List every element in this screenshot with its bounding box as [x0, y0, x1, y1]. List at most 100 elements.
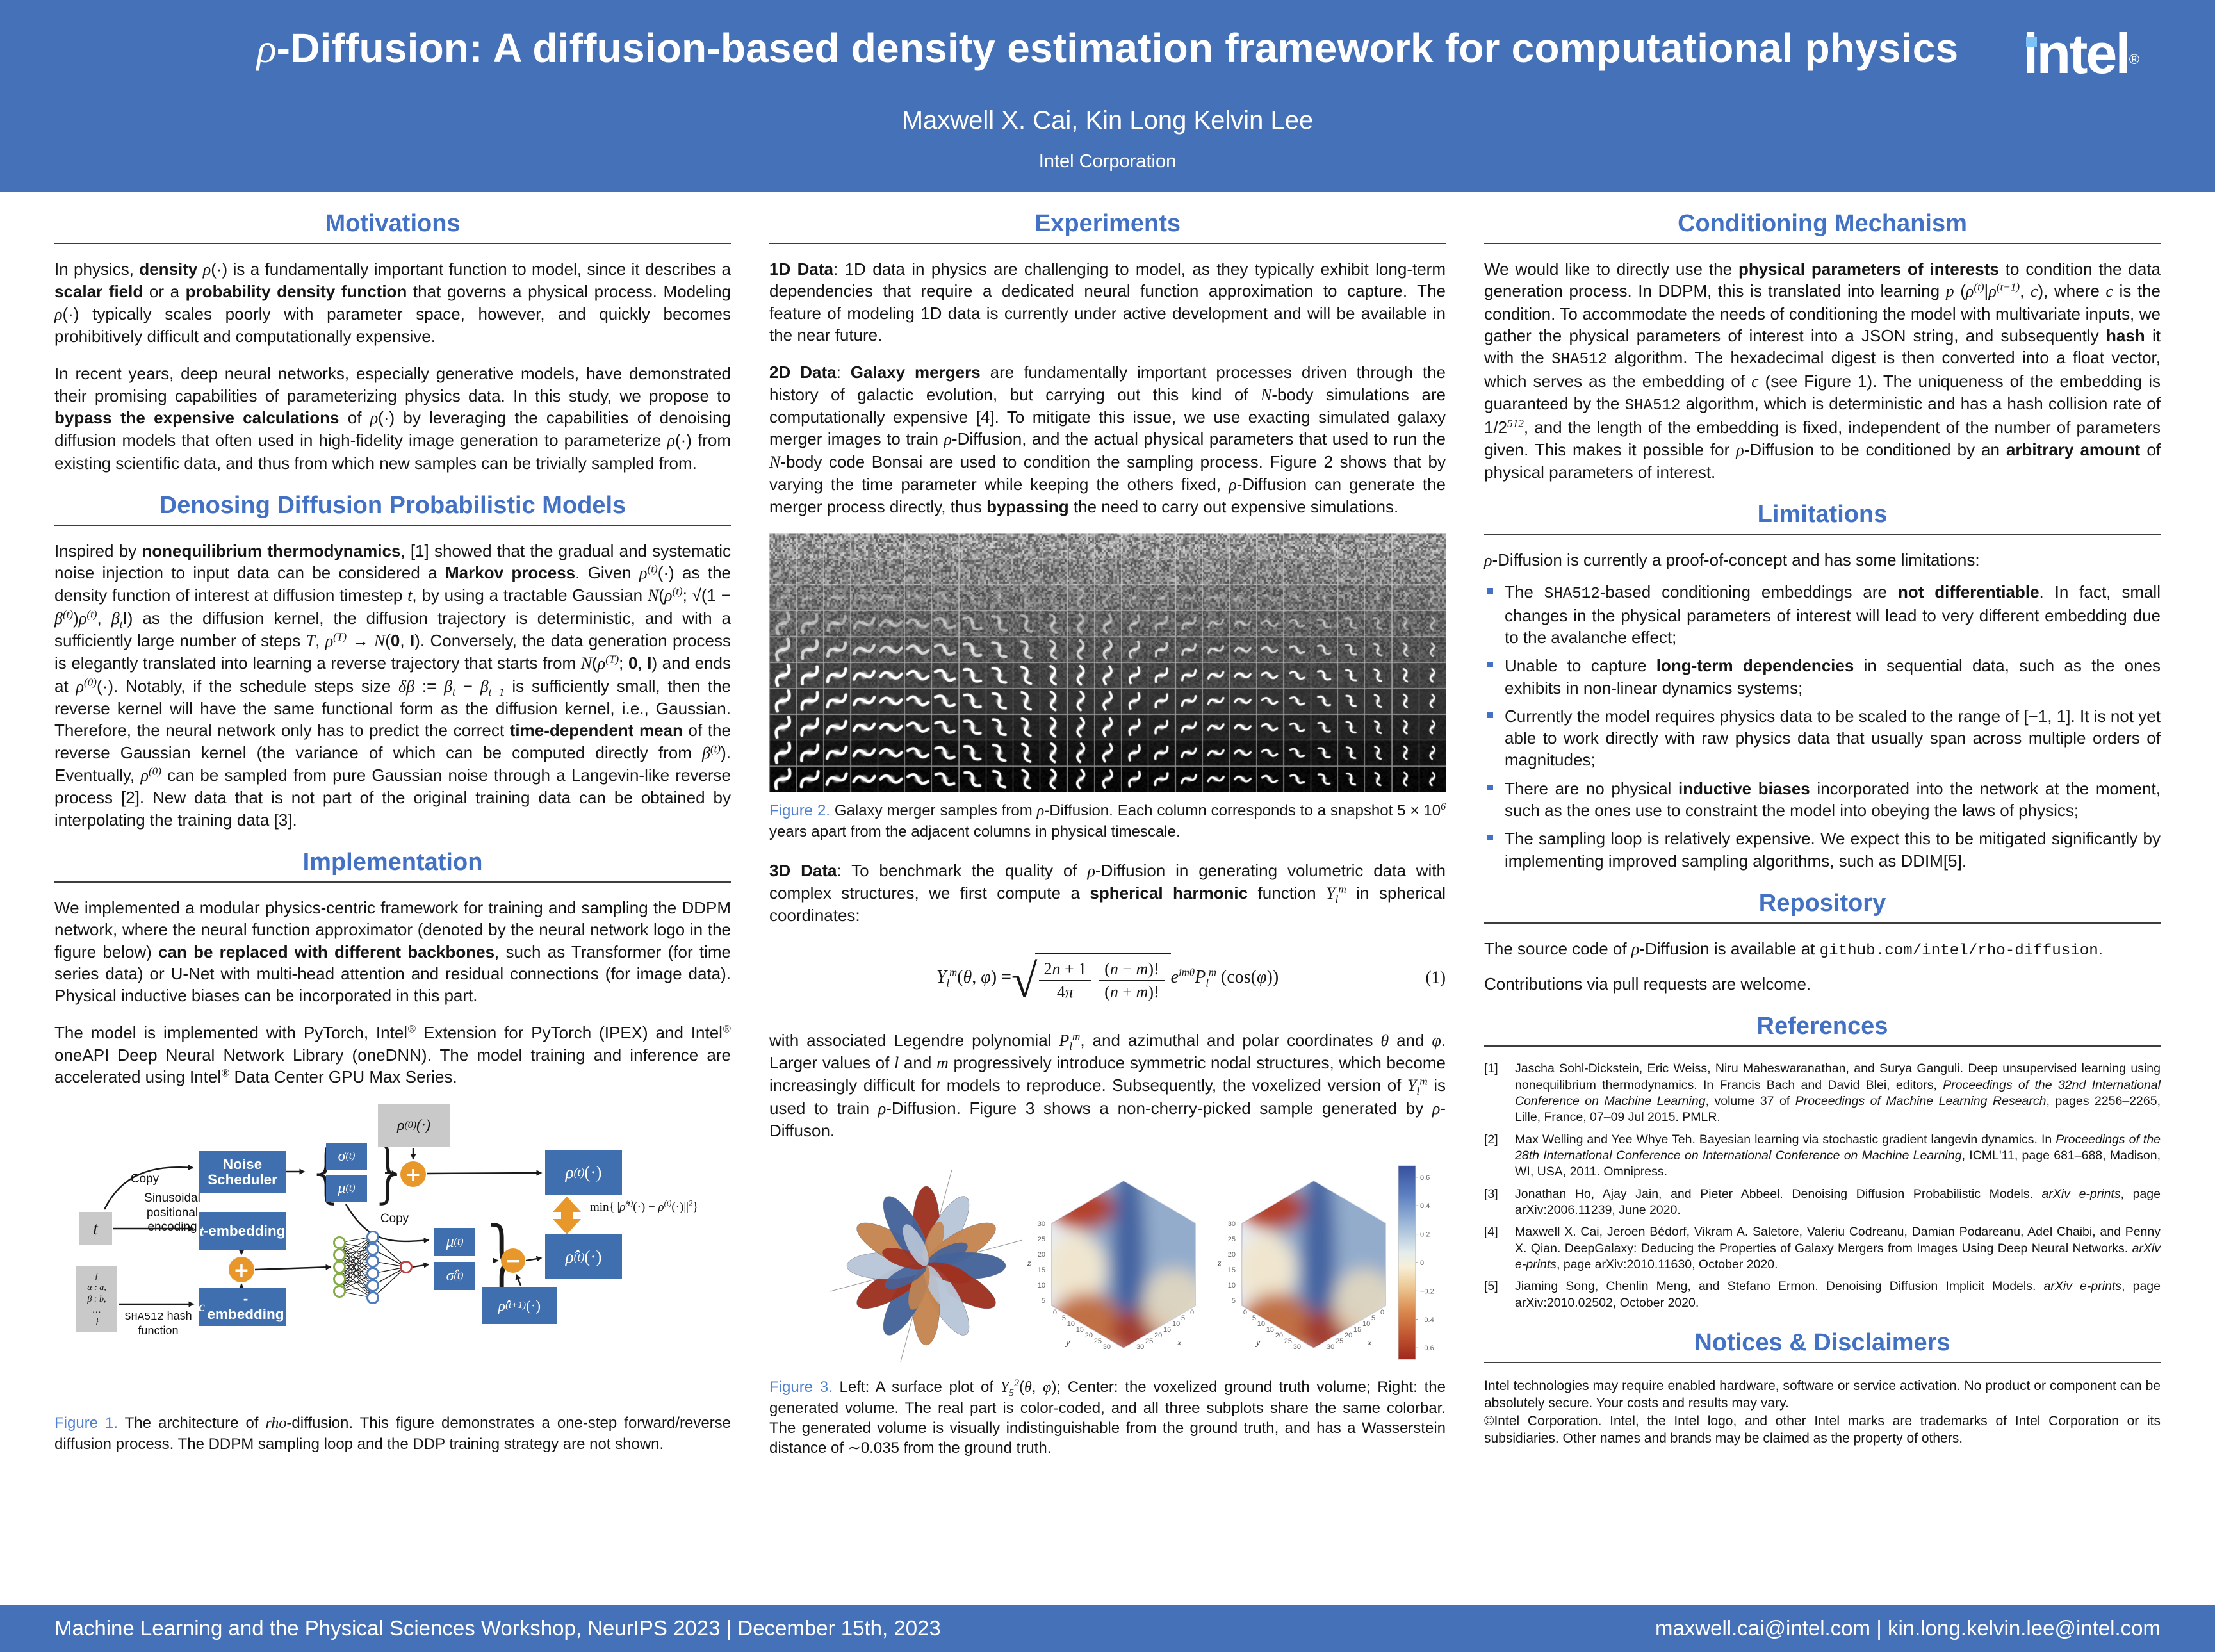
- footer-workshop-text: Machine Learning and the Physical Scienc…: [54, 1616, 941, 1640]
- reference-item: [4] Maxwell X. Cai, Jeroen Bédorf, Vikram…: [1484, 1225, 2161, 1272]
- rho-hat-t-box: ρ̂ (t) (·): [545, 1234, 622, 1280]
- figure1-architecture-diagram: { } } + + − ρ(0)(·) Noise Scheduler σ(t): [54, 1103, 731, 1404]
- svg-text:0.6: 0.6: [1420, 1174, 1430, 1182]
- svg-text:10: 10: [1228, 1282, 1236, 1289]
- poster-body: Motivations In physics, density ρ(·) is …: [54, 204, 2161, 1473]
- svg-text:10: 10: [1257, 1320, 1265, 1328]
- poster-footer: Machine Learning and the Physical Scienc…: [0, 1605, 2215, 1652]
- authors: Maxwell X. Cai, Kin Long Kelvin Lee: [901, 106, 1314, 135]
- conditioning-paragraph: We would like to directly use the physic…: [1484, 259, 2161, 482]
- notices-paragraph-2: ©Intel Corporation. Intel, the Intel log…: [1484, 1413, 2161, 1446]
- svg-text:25: 25: [1284, 1337, 1292, 1345]
- svg-text:z: z: [1027, 1259, 1031, 1268]
- svg-text:10: 10: [1172, 1320, 1180, 1328]
- heading-rule: [54, 524, 731, 526]
- minus-node-icon: [501, 1248, 525, 1273]
- spherical-harmonic-surface-plot: [830, 1170, 1023, 1362]
- limitations-heading: Limitations: [1757, 501, 1888, 528]
- limitation-item: There are no physical inductive biases i…: [1484, 778, 2161, 822]
- figure1-caption: Figure 1. The architecture of rho-diffus…: [54, 1414, 732, 1453]
- notices-block: Intel technologies may require enabled h…: [1484, 1377, 2161, 1447]
- svg-text:5: 5: [1062, 1314, 1066, 1322]
- intel-logo-dot-icon: [2025, 37, 2037, 47]
- svg-text:30: 30: [1327, 1343, 1334, 1351]
- column-left: Motivations In physics, density ρ(·) is …: [54, 204, 731, 1473]
- implementation-paragraph-1: We implemented a modular physics-centric…: [54, 897, 731, 1006]
- svg-text:x: x: [1367, 1338, 1372, 1348]
- svg-text:20: 20: [1085, 1332, 1093, 1339]
- svg-text:0: 0: [1053, 1309, 1057, 1316]
- heading-rule: [769, 243, 1446, 244]
- limitations-intro: ρ-Diffusion is currently a proof-of-conc…: [1484, 550, 1980, 570]
- svg-text:−0.2: −0.2: [1420, 1288, 1434, 1296]
- limitation-item: The SHA512-based conditioning embeddings…: [1484, 581, 2161, 649]
- copy-label-1: Copy: [130, 1172, 159, 1186]
- limitation-item: Unable to capture long-term dependencies…: [1484, 655, 2161, 699]
- radicand: 2n + 1 4π (n − m)! (n + m)!: [1034, 953, 1171, 1002]
- svg-text:y: y: [1255, 1338, 1261, 1348]
- heading-rule: [1484, 1045, 2161, 1047]
- equation-1: Ylm(θ, φ) = √ 2n + 1 4π (n − m)! (n + m)…: [769, 942, 1446, 1013]
- intel-logo: intel®: [2023, 26, 2139, 82]
- svg-text:15: 15: [1076, 1326, 1084, 1334]
- experiments-heading: Experiments: [1034, 210, 1181, 237]
- svg-text:25: 25: [1145, 1337, 1153, 1345]
- column-right: Conditioning Mechanism We would like to …: [1484, 204, 2161, 1473]
- fraction-2: (n − m)! (n + m)!: [1099, 960, 1165, 1002]
- repository-heading: Repository: [1758, 890, 1886, 917]
- heading-rule: [1484, 922, 2161, 924]
- notices-paragraph-1: Intel technologies may require enabled h…: [1484, 1378, 2161, 1411]
- svg-text:30: 30: [1103, 1343, 1111, 1351]
- t-embedding-box: t -embedding: [199, 1212, 286, 1251]
- limitations-list: The SHA512-based conditioning embeddings…: [1484, 581, 2161, 872]
- svg-text:30: 30: [1293, 1343, 1301, 1351]
- heading-rule: [54, 243, 731, 244]
- svg-text:30: 30: [1228, 1220, 1236, 1228]
- svg-text:20: 20: [1345, 1332, 1352, 1339]
- motivations-heading: Motivations: [325, 210, 461, 237]
- svg-text:20: 20: [1154, 1332, 1162, 1339]
- svg-text:30: 30: [1136, 1343, 1144, 1351]
- svg-text:25: 25: [1228, 1236, 1236, 1243]
- diagram-arrows: [103, 1148, 543, 1307]
- svg-text:20: 20: [1038, 1251, 1045, 1259]
- implementation-heading: Implementation: [302, 848, 483, 876]
- figure2-caption: Figure 2. Galaxy merger samples from ρ-D…: [769, 801, 1446, 840]
- c-embedding-box: c -embedding: [199, 1288, 286, 1327]
- figure1-arrows-art: { } } + + −: [103, 1133, 581, 1311]
- colorbar: 0.6 0.4 0.2 0 −0.2 −0.4 −0.6: [1398, 1165, 1434, 1360]
- svg-text:15: 15: [1266, 1326, 1274, 1334]
- references-list: [1] Jascha Sohl-Dickstein, Eric Weiss, Ni…: [1484, 1061, 2161, 1311]
- svg-text:10: 10: [1067, 1320, 1075, 1328]
- experiments-2d-paragraph: 2D Data: Galaxy mergers are fundamentall…: [769, 363, 1446, 517]
- svg-text:10: 10: [1362, 1320, 1370, 1328]
- svg-text:0.2: 0.2: [1420, 1231, 1430, 1239]
- svg-text:20: 20: [1275, 1332, 1283, 1339]
- fraction-1: 2n + 1 4π: [1038, 960, 1092, 1002]
- svg-text:10: 10: [1038, 1282, 1045, 1289]
- sinusoidal-encoding-label: Sinusoidal positional encoding: [144, 1191, 200, 1234]
- svg-text:15: 15: [1163, 1326, 1171, 1334]
- limitation-item: The sampling loop is relatively expensiv…: [1484, 828, 2161, 872]
- sigma-hat-box: σ̂ (t): [434, 1262, 475, 1291]
- svg-text:15: 15: [1038, 1266, 1045, 1274]
- colorbar-gradient: [1398, 1165, 1416, 1360]
- footer-emails: maxwell.cai@intel.com | kin.long.kelvin.…: [1655, 1616, 2161, 1640]
- implementation-paragraph-2: The model is implemented with PyTorch, I…: [54, 1022, 731, 1087]
- reference-item: [2] Max Welling and Yee Whye Teh. Bayesia…: [1484, 1132, 2161, 1179]
- reference-item: [1] Jascha Sohl-Dickstein, Eric Weiss, Ni…: [1484, 1061, 2161, 1125]
- experiments-1d-paragraph: 1D Data: 1D data in physics are challeng…: [769, 259, 1446, 345]
- loss-double-arrow-icon: [553, 1197, 581, 1235]
- svg-text:0: 0: [1380, 1309, 1384, 1316]
- svg-text:5: 5: [1042, 1297, 1045, 1305]
- svg-text:z: z: [1217, 1259, 1222, 1268]
- rho-t-box: ρ (t) (·): [545, 1150, 622, 1195]
- svg-text:0: 0: [1420, 1259, 1424, 1267]
- svg-text:30: 30: [1038, 1220, 1045, 1228]
- svg-text:5: 5: [1252, 1314, 1256, 1322]
- limitation-item: Currently the model requires physics dat…: [1484, 705, 2161, 771]
- motivations-paragraph-2: In recent years, deep neural networks, e…: [54, 364, 732, 473]
- repository-paragraph-1: The source code of ρ-Diffusion is availa…: [1484, 939, 2104, 960]
- figure3-caption-label: Figure 3.: [769, 1378, 833, 1396]
- svg-text:20: 20: [1228, 1251, 1236, 1259]
